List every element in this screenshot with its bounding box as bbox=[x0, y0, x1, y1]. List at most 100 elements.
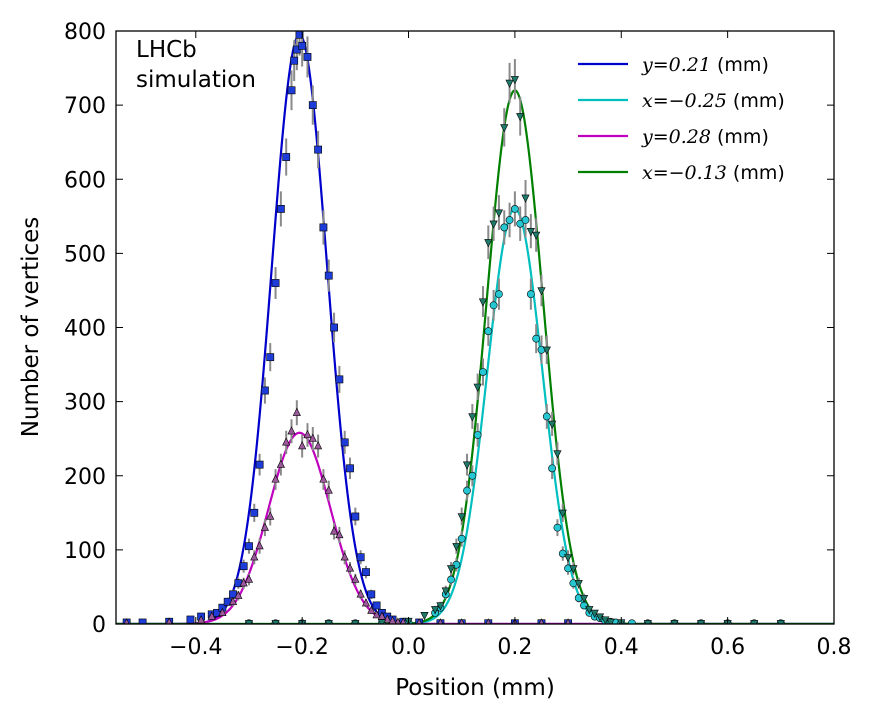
data-point-series-1 bbox=[138, 618, 147, 624]
x-tick-label: 0.8 bbox=[817, 635, 852, 660]
data-point-series-4 bbox=[516, 113, 525, 122]
legend-math: x=−0.25 bbox=[642, 90, 727, 112]
data-point-series-1 bbox=[335, 375, 344, 384]
data-point-series-3 bbox=[458, 618, 465, 624]
data-point-series-1 bbox=[276, 205, 285, 213]
data-point-series-2 bbox=[452, 560, 461, 569]
data-point-series-1 bbox=[367, 590, 376, 599]
legend: y=0.21 (mm)x=−0.25 (mm)y=0.28 (mm)x=−0.1… bbox=[578, 54, 785, 184]
y-tick-label: 600 bbox=[64, 168, 106, 193]
y-tick-label: 800 bbox=[64, 20, 106, 45]
data-point-series-2 bbox=[553, 523, 562, 532]
data-point-series-4 bbox=[750, 620, 759, 624]
data-point-series-1 bbox=[271, 279, 280, 287]
data-point-series-3 bbox=[377, 611, 387, 620]
x-tick-label: 0.4 bbox=[604, 635, 639, 660]
data-point-series-3 bbox=[303, 429, 312, 439]
data-point-series-3 bbox=[298, 441, 307, 450]
data-point-series-4 bbox=[532, 231, 541, 240]
data-point-series-4 bbox=[446, 565, 456, 574]
data-point-series-1 bbox=[372, 601, 381, 610]
data-point-series-2 bbox=[627, 619, 636, 624]
ticks-group bbox=[116, 30, 835, 625]
data-point-series-4 bbox=[696, 620, 706, 624]
data-point-series-3 bbox=[165, 617, 173, 624]
data-point-series-3 bbox=[335, 529, 344, 539]
data-point-series-1 bbox=[245, 542, 253, 551]
data-point-series-2 bbox=[484, 327, 493, 336]
data-point-series-3 bbox=[361, 598, 371, 607]
data-point-series-1 bbox=[186, 615, 195, 624]
data-point-series-4 bbox=[431, 606, 440, 615]
data-point-series-3 bbox=[250, 552, 259, 561]
data-point-series-3 bbox=[351, 574, 360, 583]
data-point-series-4 bbox=[643, 620, 652, 624]
data-point-series-2 bbox=[447, 575, 455, 584]
y-tick-label: 0 bbox=[92, 613, 106, 638]
data-point-series-4 bbox=[377, 619, 387, 624]
data-point-series-3 bbox=[416, 618, 423, 624]
data-point-series-1 bbox=[340, 438, 349, 447]
data-point-series-4 bbox=[436, 602, 445, 611]
annotation-line-2: simulation bbox=[136, 67, 256, 93]
data-point-series-3 bbox=[485, 618, 492, 624]
data-point-series-4 bbox=[542, 346, 551, 355]
data-point-series-3 bbox=[399, 617, 407, 624]
data-point-series-1 bbox=[324, 271, 333, 280]
data-point-series-4 bbox=[420, 612, 429, 621]
data-point-series-3 bbox=[276, 459, 285, 468]
data-point-series-2 bbox=[558, 549, 567, 558]
data-point-series-4 bbox=[574, 580, 583, 589]
x-tick-label: −0.4 bbox=[169, 635, 222, 660]
data-point-series-4 bbox=[553, 450, 562, 459]
data-point-series-4 bbox=[500, 124, 509, 133]
plot-area bbox=[116, 31, 834, 624]
data-point-series-3 bbox=[234, 590, 243, 599]
data-point-series-1 bbox=[250, 508, 259, 517]
data-point-series-3 bbox=[218, 607, 227, 616]
data-point-series-3 bbox=[367, 605, 376, 614]
data-point-series-2 bbox=[457, 534, 466, 543]
data-point-series-3 bbox=[287, 426, 296, 435]
data-point-series-1 bbox=[266, 353, 275, 362]
x-axis-label: Position (mm) bbox=[395, 675, 555, 701]
data-point-series-3 bbox=[340, 552, 349, 561]
data-point-series-4 bbox=[457, 513, 466, 522]
legend-label-series-1: y=0.21 (mm) bbox=[641, 54, 769, 76]
data-point-series-2 bbox=[479, 368, 487, 376]
data-point-series-3 bbox=[314, 441, 323, 450]
legend-label-series-4: x=−0.13 (mm) bbox=[642, 162, 785, 184]
data-point-series-4 bbox=[324, 620, 333, 624]
x-tick-label: −0.2 bbox=[275, 635, 328, 660]
data-point-series-2 bbox=[489, 301, 498, 310]
data-point-series-3 bbox=[437, 618, 444, 624]
data-point-series-1 bbox=[351, 512, 360, 521]
fit-curve-series-3 bbox=[116, 431, 834, 624]
data-point-series-3 bbox=[394, 617, 402, 624]
data-point-series-4 bbox=[489, 220, 498, 229]
data-point-series-4 bbox=[548, 420, 557, 429]
data-point-series-1 bbox=[308, 101, 317, 110]
x-tick-labels: −0.4 −0.2 0.0 0.2 0.4 0.6 0.8 bbox=[169, 635, 851, 660]
data-point-series-3 bbox=[197, 615, 206, 624]
data-point-series-4 bbox=[558, 509, 567, 518]
data-point-series-4 bbox=[579, 594, 589, 604]
data-point-series-4 bbox=[521, 194, 530, 203]
data-point-series-2 bbox=[548, 464, 557, 473]
data-point-series-2 bbox=[516, 219, 525, 228]
data-point-series-4 bbox=[478, 298, 488, 307]
data-point-series-1 bbox=[261, 386, 269, 395]
data-point-series-2 bbox=[468, 471, 477, 480]
y-tick-label: 300 bbox=[64, 391, 106, 416]
data-point-series-4 bbox=[670, 620, 679, 624]
data-point-series-3 bbox=[228, 596, 238, 605]
data-point-series-1 bbox=[287, 86, 296, 95]
annotation-line-1: LHCb bbox=[136, 37, 197, 63]
data-point-series-1 bbox=[314, 145, 323, 154]
legend-unit: (mm) bbox=[711, 54, 769, 76]
data-point-series-4 bbox=[462, 461, 472, 470]
fit-curve-series-4 bbox=[116, 89, 834, 624]
data-point-series-4 bbox=[510, 76, 519, 85]
data-point-series-1 bbox=[303, 53, 312, 61]
